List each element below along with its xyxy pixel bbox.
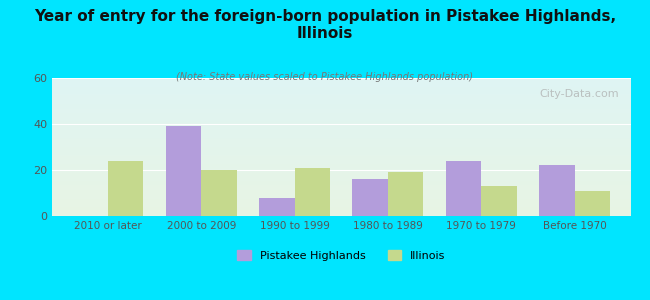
Bar	[481, 186, 517, 216]
Bar	[108, 161, 144, 216]
Bar	[166, 126, 202, 216]
Legend: Pistakee Highlands, Illinois: Pistakee Highlands, Illinois	[233, 246, 450, 266]
Bar	[259, 198, 294, 216]
Bar	[352, 179, 388, 216]
Bar	[202, 170, 237, 216]
Text: City-Data.com: City-Data.com	[540, 89, 619, 99]
Text: (Note: State values scaled to Pistakee Highlands population): (Note: State values scaled to Pistakee H…	[177, 72, 473, 82]
Bar	[446, 161, 481, 216]
Bar	[294, 168, 330, 216]
Bar	[388, 172, 423, 216]
Bar	[539, 165, 575, 216]
Text: Year of entry for the foreign-born population in Pistakee Highlands,
Illinois: Year of entry for the foreign-born popul…	[34, 9, 616, 41]
Bar	[575, 191, 610, 216]
